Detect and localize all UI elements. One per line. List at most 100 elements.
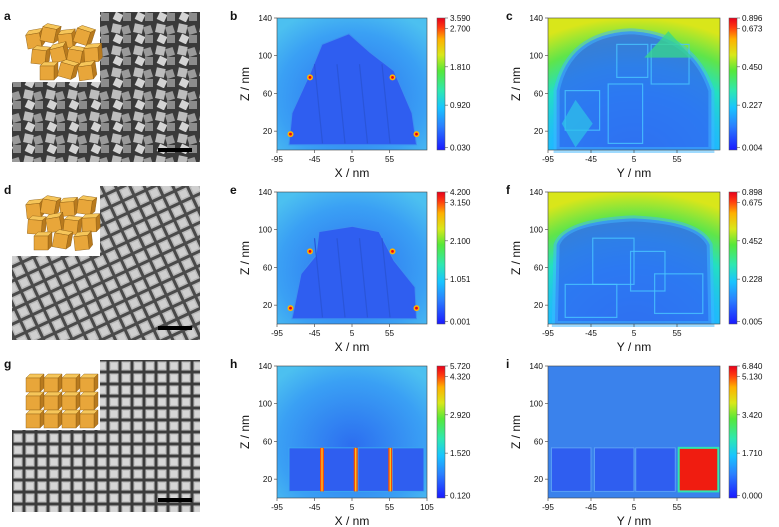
- y-tick-label: 60: [263, 89, 273, 98]
- y-tick-label: 140: [258, 188, 272, 197]
- x-tick-label: 55: [385, 329, 395, 338]
- scale-bar: [158, 326, 192, 330]
- panel-label: e: [230, 183, 237, 197]
- cube-outline: [654, 273, 704, 315]
- y-tick-label: 140: [529, 14, 543, 23]
- colorbar-tick-label: 0.000: [742, 491, 763, 500]
- colorbar: [436, 191, 446, 325]
- x-tick-label: 5: [632, 155, 637, 164]
- colorbar-tick-label: 3.420: [742, 411, 763, 420]
- y-tick-label: 100: [529, 52, 543, 61]
- panel-label: b: [230, 9, 237, 23]
- colorbar: [728, 191, 738, 325]
- x-tick-label: 5: [632, 329, 637, 338]
- y-tick-label: 60: [263, 263, 273, 272]
- panel-label: c: [506, 9, 513, 23]
- cube-edge: [336, 238, 346, 318]
- colorbar-tick-label: 2.100: [450, 237, 471, 246]
- cube-edge: [313, 64, 324, 144]
- colorbar-tick-label: 0.228: [742, 275, 763, 284]
- nanocube-cluster: [291, 225, 418, 320]
- x-tick-label: -45: [309, 155, 321, 164]
- panel-label: g: [4, 357, 11, 371]
- x-tick-label: 5: [350, 155, 355, 164]
- cube-edge: [358, 64, 369, 144]
- nanocube: [288, 447, 321, 492]
- x-axis-label: X / nm: [335, 166, 370, 180]
- plot-frame: [547, 365, 721, 499]
- x-tick-label: 55: [672, 155, 682, 164]
- y-axis-label: Z / nm: [509, 241, 523, 275]
- colorbar-tick-label: 0.673: [742, 25, 763, 34]
- colorbar-tick-label: 5.130: [742, 373, 763, 382]
- y-tick-label: 100: [258, 226, 272, 235]
- y-axis-label: Z / nm: [509, 67, 523, 101]
- field-envelope-edge: [553, 28, 715, 153]
- plot-frame: [547, 17, 721, 151]
- cube-outline: [629, 250, 666, 292]
- colorbar-tick-label: 0.227: [742, 101, 763, 110]
- plot-frame: [276, 17, 428, 151]
- colorbar-tick-label: 3.150: [450, 199, 471, 208]
- x-tick-label: 5: [350, 503, 355, 512]
- scale-bar: [158, 148, 192, 152]
- colorbar-tick-label: 0.452: [742, 237, 763, 246]
- panel-label: h: [230, 357, 237, 371]
- colorbar-tick-label: 0.120: [450, 491, 471, 500]
- cube-edge: [358, 238, 369, 318]
- panel-label: i: [506, 357, 509, 371]
- colorbar-tick-label: 3.590: [450, 14, 471, 23]
- y-tick-label: 100: [258, 52, 272, 61]
- colorbar-tick-label: 2.700: [450, 25, 471, 34]
- panel-label: f: [506, 183, 511, 197]
- cube-edge: [313, 238, 324, 318]
- hotspot-core: [308, 250, 312, 253]
- x-tick-label: 5: [350, 329, 355, 338]
- cube-edge: [381, 238, 391, 318]
- x-tick-label: 55: [672, 503, 682, 512]
- colorbar-tick-label: 1.810: [450, 63, 471, 72]
- y-tick-label: 100: [529, 400, 543, 409]
- cube-edge: [336, 64, 346, 144]
- y-tick-label: 140: [258, 14, 272, 23]
- cube-outline: [616, 43, 649, 79]
- y-tick-label: 20: [534, 301, 544, 310]
- y-tick-label: 20: [263, 475, 273, 484]
- x-tick-label: 55: [672, 329, 682, 338]
- x-tick-label: 5: [632, 503, 637, 512]
- x-tick-label: -95: [271, 503, 283, 512]
- colorbar-tick-label: 0.030: [450, 143, 471, 152]
- cube-outline: [607, 83, 644, 145]
- y-tick-label: 60: [263, 437, 273, 446]
- y-axis-label: Z / nm: [509, 415, 523, 449]
- plot-frame: [276, 191, 428, 325]
- colorbar: [728, 17, 738, 151]
- hot-region: [561, 99, 593, 148]
- nanocube: [392, 447, 425, 492]
- x-tick-label: -45: [585, 329, 597, 338]
- x-tick-label: -45: [309, 503, 321, 512]
- x-axis-label: X / nm: [335, 340, 370, 354]
- x-tick-label: -95: [271, 329, 283, 338]
- hotspot-core: [389, 447, 391, 492]
- plot-frame: [547, 191, 721, 325]
- y-tick-label: 100: [529, 226, 543, 235]
- colorbar-tick-label: 4.200: [450, 188, 471, 197]
- field-envelope: [556, 31, 712, 151]
- x-axis-label: X / nm: [335, 514, 370, 527]
- nanocube: [593, 447, 635, 492]
- panel-label: d: [4, 183, 11, 197]
- hotspot-core: [289, 132, 292, 136]
- colorbar: [728, 365, 738, 499]
- x-tick-label: -45: [585, 503, 597, 512]
- sem-panel: g: [4, 357, 200, 512]
- colorbar-tick-label: 5.720: [450, 362, 471, 371]
- colorbar-tick-label: 1.520: [450, 449, 471, 458]
- x-tick-label: -95: [542, 155, 554, 164]
